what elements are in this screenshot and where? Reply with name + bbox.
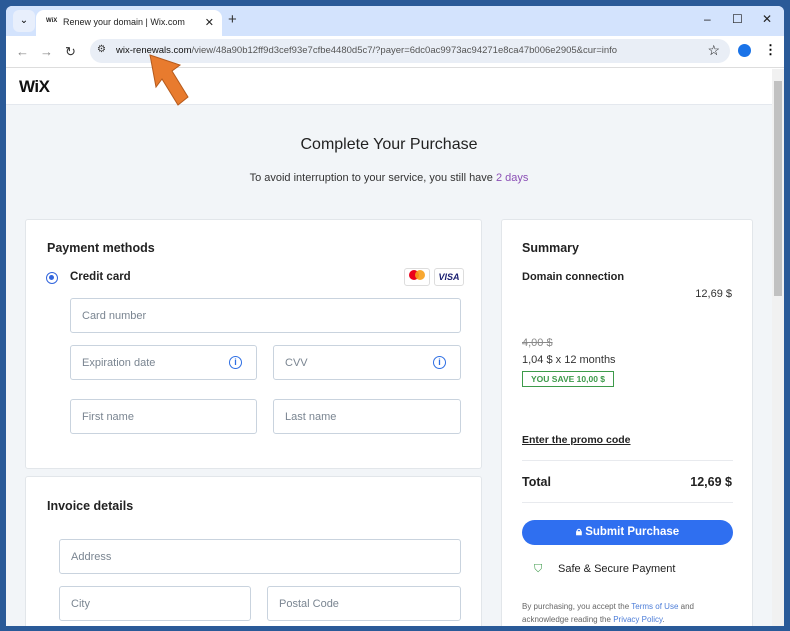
divider xyxy=(522,502,733,503)
tab-title: Renew your domain | Wix.com xyxy=(63,17,185,27)
annotation-arrow-icon xyxy=(149,54,189,106)
profile-avatar-icon[interactable] xyxy=(738,44,751,57)
payment-methods-title: Payment methods xyxy=(47,241,155,255)
credit-card-label: Credit card xyxy=(70,271,131,283)
tab-search-button[interactable]: ⌄ xyxy=(13,10,35,32)
expiration-date-input[interactable]: Expiration date i xyxy=(70,345,257,380)
save-badge: YOU SAVE 10,00 $ xyxy=(522,371,615,387)
address-bar[interactable]: ⚙ wix-renewals.com/view/48a90b12ff9d3cef… xyxy=(90,39,730,63)
tab-active[interactable]: WiX Renew your domain | Wix.com ✕ xyxy=(36,10,222,36)
shield-check-icon: ⛉ xyxy=(534,563,543,575)
wix-favicon-icon: WiX xyxy=(46,18,58,24)
postal-code-input[interactable]: Postal Code xyxy=(267,586,461,621)
toolbar: ← → ↻ ⚙ wix-renewals.com/view/48a90b12ff… xyxy=(6,36,784,68)
wix-logo: WiX xyxy=(19,77,50,96)
payment-methods-card: Payment methods Credit card VISA Card nu… xyxy=(25,219,482,469)
close-window-icon[interactable]: ✕ xyxy=(762,12,773,26)
legal-text: By purchasing, you accept the Terms of U… xyxy=(522,602,694,624)
invoice-details-card: Invoice details Address City Postal Code xyxy=(25,476,482,626)
new-tab-icon[interactable]: + xyxy=(228,11,237,28)
site-header: WiX xyxy=(6,69,772,105)
submit-purchase-button[interactable]: 🔒︎ Submit Purchase xyxy=(522,520,733,545)
credit-card-radio[interactable] xyxy=(46,272,58,284)
reload-icon[interactable]: ↻ xyxy=(65,44,76,59)
mastercard-icon xyxy=(404,268,430,286)
close-tab-icon[interactable]: ✕ xyxy=(204,17,214,29)
last-name-input[interactable]: Last name xyxy=(273,399,461,434)
visa-icon: VISA xyxy=(434,268,464,286)
page-title: Complete Your Purchase xyxy=(300,136,478,153)
total-value: 12,69 $ xyxy=(690,475,732,489)
summary-card: Summary Domain connection 12,69 $ 4,00 $… xyxy=(501,219,753,626)
item-price: 12,69 $ xyxy=(695,288,732,300)
monthly-price: 1,04 $ x 12 months xyxy=(522,354,616,366)
page-subtitle: To avoid interruption to your service, y… xyxy=(249,172,529,184)
total-label: Total xyxy=(522,475,551,489)
info-icon[interactable]: i xyxy=(433,356,446,369)
address-input[interactable]: Address xyxy=(59,539,461,574)
scrollbar[interactable] xyxy=(772,69,784,626)
info-icon[interactable]: i xyxy=(229,356,242,369)
scrollbar-thumb[interactable] xyxy=(774,81,782,296)
forward-icon[interactable]: → xyxy=(40,44,53,59)
secure-payment-text: Safe & Secure Payment xyxy=(558,563,676,575)
summary-title: Summary xyxy=(522,241,579,255)
privacy-link[interactable]: Privacy Policy xyxy=(613,615,663,624)
old-price: 4,00 $ xyxy=(522,337,553,349)
site-info-icon[interactable]: ⚙ xyxy=(97,44,106,55)
item-name: Domain connection xyxy=(522,271,625,283)
lock-icon: 🔒︎ xyxy=(575,526,586,538)
tab-bar: ⌄ WiX Renew your domain | Wix.com ✕ + – … xyxy=(6,6,784,36)
minimize-icon[interactable]: – xyxy=(704,12,711,26)
page: WiX Complete Your Purchase To avoid inte… xyxy=(6,69,772,626)
url-text: wix-renewals.com/view/48a90b12ff9d3cef93… xyxy=(116,45,618,56)
back-icon[interactable]: ← xyxy=(16,44,29,59)
first-name-input[interactable]: First name xyxy=(70,399,257,434)
days-remaining: 2 days xyxy=(495,172,529,184)
menu-kebab-icon[interactable]: ⋮ xyxy=(764,42,777,57)
city-input[interactable]: City xyxy=(59,586,251,621)
terms-link[interactable]: Terms of Use xyxy=(631,602,679,611)
divider xyxy=(522,460,733,461)
bookmark-star-icon[interactable]: ☆ xyxy=(707,42,720,58)
card-number-input[interactable]: Card number xyxy=(70,298,461,333)
invoice-details-title: Invoice details xyxy=(47,499,134,513)
promo-code-link[interactable]: Enter the promo code xyxy=(522,434,631,446)
cvv-input[interactable]: CVV i xyxy=(273,345,461,380)
maximize-icon[interactable]: ☐ xyxy=(732,12,743,26)
